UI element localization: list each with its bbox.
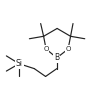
- Text: B: B: [54, 53, 59, 62]
- Text: O: O: [65, 46, 71, 52]
- Text: O: O: [43, 46, 49, 52]
- Text: Si: Si: [16, 59, 23, 68]
